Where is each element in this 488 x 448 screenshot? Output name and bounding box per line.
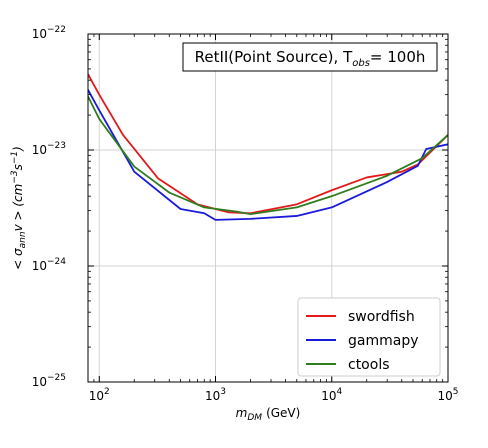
x-tick-label-base: 10 <box>89 389 104 403</box>
legend-box <box>297 297 441 377</box>
x-tick-label-base: 10 <box>437 389 452 403</box>
legend: swordfish gammapy ctools <box>297 297 441 377</box>
x-tick-label: 104 <box>321 387 342 403</box>
x-axis-label: mDM (GeV) <box>236 406 301 423</box>
series-line-ctools <box>88 95 448 216</box>
chart-title-main: RetII(Point Source), T <box>195 48 353 66</box>
title-box: RetII(Point Source), Tobs= 100h <box>182 42 438 72</box>
x-tick-label: 103 <box>205 387 226 403</box>
y-tick-label: 10−23 <box>32 141 66 157</box>
legend-label-ctools: ctools <box>348 357 390 373</box>
y-tick-label-exponent: −25 <box>47 373 66 383</box>
y-tick-label-base: 10 <box>32 375 47 389</box>
x-axis-label-unit: (GeV) <box>266 406 300 420</box>
y-axis-label-sup1: −3 <box>10 170 20 184</box>
chart-title-suffix: = 100h <box>370 48 425 66</box>
title-box-border <box>182 42 438 72</box>
x-axis-label-main: m <box>236 406 248 420</box>
y-tick-label-base: 10 <box>32 143 47 157</box>
legend-label-gammapy: gammapy <box>348 333 419 349</box>
x-tick-label: 102 <box>89 387 110 403</box>
series-line-swordfish <box>88 73 448 215</box>
y-tick-label: 10−25 <box>32 373 66 389</box>
y-axis-label-prefix: < σ <box>11 248 25 270</box>
plot-frame <box>87 33 449 383</box>
y-tick-label-exponent: −22 <box>47 25 66 35</box>
y-axis-label-subscript: ann <box>18 231 28 248</box>
y-axis-label-mid: v > (cm <box>11 184 25 232</box>
chart-title-subscript: obs <box>352 58 370 69</box>
y-axis-label-suffix: ) <box>11 146 25 152</box>
y-tick-label: 10−24 <box>32 257 67 273</box>
legend-label-swordfish: swordfish <box>348 309 415 325</box>
x-axis-label-subscript: DM <box>247 413 262 423</box>
x-tick-label-exponent: 4 <box>337 387 343 397</box>
y-tick-label-base: 10 <box>32 27 47 41</box>
y-tick-label-base: 10 <box>32 259 47 273</box>
y-tick-label: 10−22 <box>32 25 66 41</box>
x-tick-label-exponent: 2 <box>104 387 110 397</box>
y-tick-label-exponent: −24 <box>47 257 66 267</box>
x-tick-label: 105 <box>437 387 458 403</box>
x-tick-label-base: 10 <box>321 389 336 403</box>
x-tick-label-exponent: 5 <box>453 387 459 397</box>
y-tick-label-exponent: −23 <box>47 141 66 151</box>
y-axis-label-sup2: −1 <box>10 151 20 164</box>
y-axis-label-mid2: s <box>11 164 25 170</box>
series-layer <box>88 73 448 221</box>
x-tick-label-base: 10 <box>205 389 220 403</box>
legend-entries: swordfish gammapy ctools <box>306 309 419 373</box>
chart-title: RetII(Point Source), Tobs= 100h <box>195 48 426 69</box>
x-tick-label-exponent: 3 <box>220 387 226 397</box>
y-axis-label: < σannv > (cm−3s−1) <box>10 146 28 270</box>
series-line-gammapy <box>88 89 448 221</box>
